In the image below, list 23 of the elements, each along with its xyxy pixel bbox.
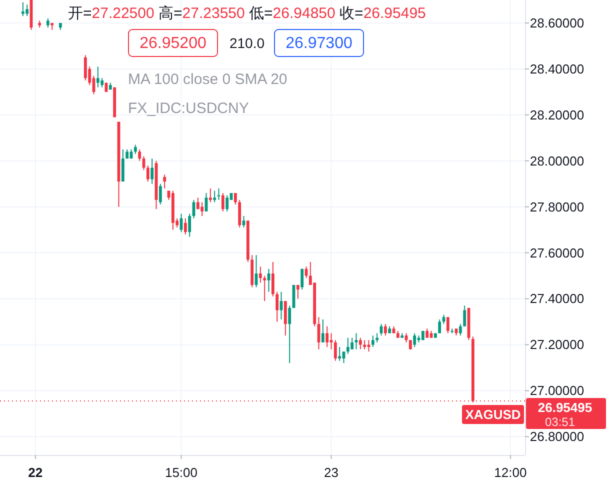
x-tick-label: 23	[324, 465, 338, 480]
annotation: MA 100 close 0 SMA 20	[128, 71, 288, 88]
y-tick-label: 27.40000	[530, 291, 584, 306]
y-tick-label: 27.20000	[530, 337, 584, 352]
x-tick-label: 12:00	[494, 465, 527, 480]
annotation: XAGUSD	[465, 407, 521, 422]
ref-line-label: 26.95495	[538, 400, 592, 416]
y-tick-label: 27.00000	[530, 383, 584, 398]
y-tick-label: 26.80000	[530, 429, 584, 444]
y-tick-label: 28.20000	[530, 107, 584, 122]
y-tick-label: 28.40000	[530, 61, 584, 76]
text: 03:51	[545, 415, 576, 430]
annotation: 开=27.22500 高=27.23550 低=26.94850 收=26.95495	[68, 5, 426, 22]
annotation: 210.0	[229, 35, 265, 51]
y-tick-label: 27.80000	[530, 199, 584, 214]
y-tick-label: 28.60000	[530, 15, 584, 30]
y-tick-label: 27.60000	[530, 245, 584, 260]
x-tick-label: 22	[28, 465, 43, 480]
annotation: 26.95200	[140, 35, 206, 52]
y-tick-label: 28.00000	[530, 153, 584, 168]
x-tick-label: 15:00	[164, 465, 198, 480]
annotation: 26.97300	[286, 35, 352, 52]
annotation: FX_IDC:USDCNY	[128, 100, 249, 117]
